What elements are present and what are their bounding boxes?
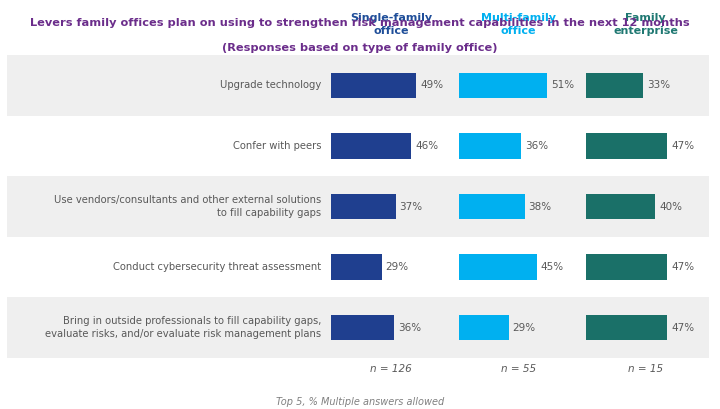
Text: Levers family offices plan on using to strengthen risk management capabilities i: Levers family offices plan on using to s…	[30, 18, 690, 28]
Text: 47%: 47%	[671, 262, 694, 272]
Bar	[331, 133, 411, 159]
Text: 33%: 33%	[647, 81, 670, 90]
Bar	[586, 254, 667, 280]
Bar	[331, 194, 395, 219]
Bar	[331, 254, 382, 280]
Text: Conduct cybersecurity threat assessment: Conduct cybersecurity threat assessment	[113, 262, 321, 272]
Text: Single-family
office: Single-family office	[350, 13, 432, 36]
Text: 47%: 47%	[671, 141, 694, 151]
Text: Family
enterprise: Family enterprise	[613, 13, 678, 36]
Text: Multi-family
office: Multi-family office	[481, 13, 556, 36]
Bar	[586, 315, 667, 340]
Bar	[459, 315, 509, 340]
Text: 49%: 49%	[420, 81, 444, 90]
Text: 29%: 29%	[513, 323, 536, 333]
Text: 36%: 36%	[397, 323, 420, 333]
Text: n = 15: n = 15	[628, 364, 663, 374]
Bar	[459, 73, 547, 98]
Bar	[459, 254, 536, 280]
Text: 40%: 40%	[659, 202, 682, 211]
Bar	[459, 133, 521, 159]
Bar	[7, 237, 709, 297]
Text: 47%: 47%	[671, 323, 694, 333]
Text: n = 126: n = 126	[370, 364, 412, 374]
Text: Top 5, % Multiple answers allowed: Top 5, % Multiple answers allowed	[276, 397, 444, 407]
Text: 38%: 38%	[528, 202, 552, 211]
Text: Use vendors/consultants and other external solutions
to fill capability gaps: Use vendors/consultants and other extern…	[54, 196, 321, 218]
Text: Confer with peers: Confer with peers	[233, 141, 321, 151]
Bar	[7, 297, 709, 358]
Text: 37%: 37%	[400, 202, 423, 211]
Bar	[459, 194, 525, 219]
Bar	[586, 133, 667, 159]
Bar	[586, 194, 655, 219]
Text: 51%: 51%	[551, 81, 574, 90]
Text: 45%: 45%	[541, 262, 564, 272]
Bar	[7, 116, 709, 176]
Bar	[7, 55, 709, 116]
Text: 36%: 36%	[525, 141, 548, 151]
Text: 46%: 46%	[415, 141, 438, 151]
Text: (Responses based on type of family office): (Responses based on type of family offic…	[222, 43, 498, 53]
Bar	[586, 73, 643, 98]
Text: Bring in outside professionals to fill capability gaps,
evaluate risks, and/or e: Bring in outside professionals to fill c…	[45, 317, 321, 339]
Bar	[331, 73, 416, 98]
Text: n = 55: n = 55	[501, 364, 536, 374]
Bar	[331, 315, 394, 340]
Text: Upgrade technology: Upgrade technology	[220, 81, 321, 90]
Bar	[7, 176, 709, 237]
Text: 29%: 29%	[385, 262, 409, 272]
